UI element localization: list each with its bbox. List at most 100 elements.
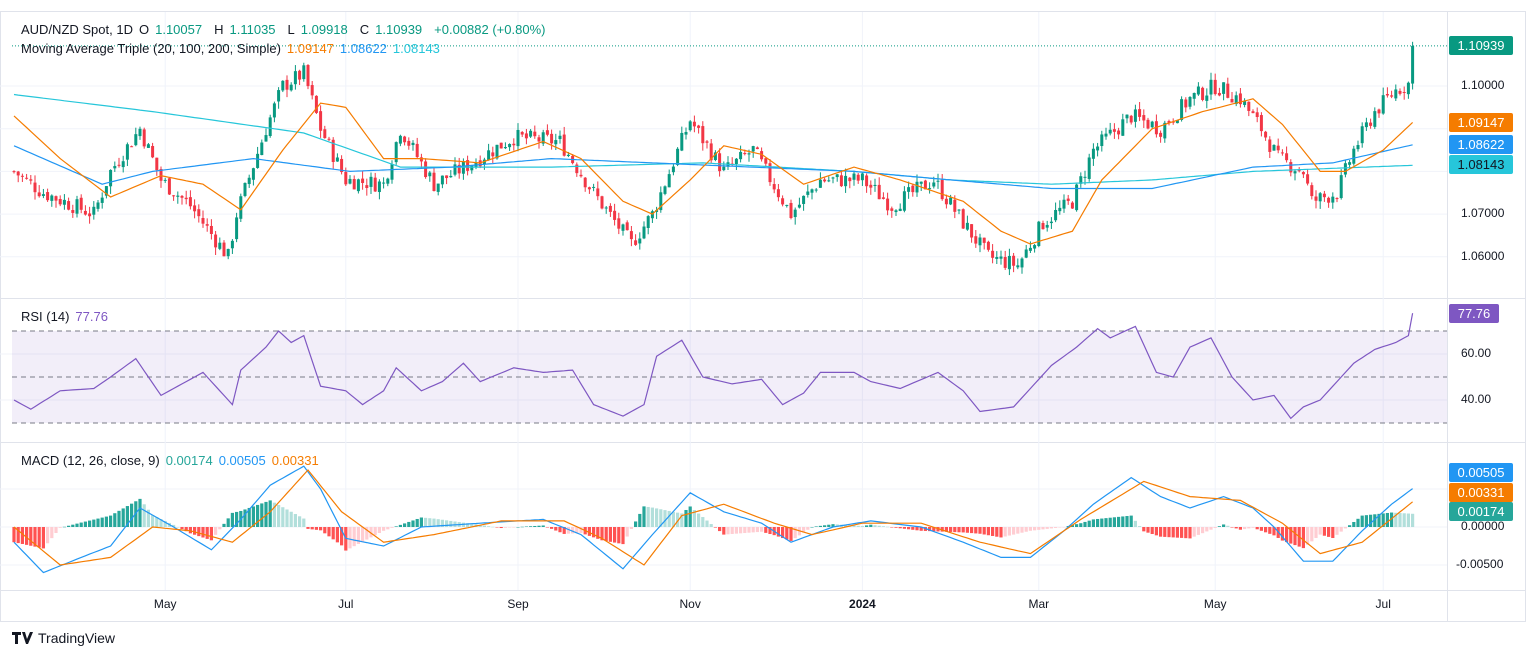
symbol-title[interactable]: AUD/NZD Spot, 1D bbox=[21, 22, 133, 37]
macd-histogram-bar bbox=[1012, 527, 1016, 535]
macd-histogram-bar bbox=[121, 508, 125, 527]
rsi-legend[interactable]: RSI (14) 77.76 bbox=[21, 309, 114, 324]
candle-body bbox=[1175, 120, 1179, 124]
macd-histogram-bar bbox=[205, 527, 209, 539]
macd-histogram-bar bbox=[1402, 513, 1406, 527]
close-label: C bbox=[359, 22, 370, 37]
symbol-legend: AUD/NZD Spot, 1D O 1.10057 H 1.11035 L 1.09918… bbox=[21, 22, 551, 37]
macd-histogram-bar bbox=[785, 527, 789, 540]
candle-body bbox=[579, 174, 583, 177]
candle-body bbox=[1100, 134, 1104, 147]
candle-body bbox=[1348, 162, 1352, 165]
candle-body bbox=[562, 134, 566, 156]
macd-histogram-bar bbox=[335, 527, 339, 543]
macd-histogram-bar bbox=[272, 502, 276, 527]
candle-body bbox=[915, 181, 919, 193]
candle-body bbox=[1024, 249, 1028, 258]
macd-histogram-bar bbox=[1272, 527, 1276, 536]
macd-histogram-bar bbox=[1167, 527, 1171, 538]
macd-histogram-bar bbox=[692, 509, 696, 527]
macd-histogram-bar bbox=[482, 525, 486, 527]
ma-legend[interactable]: Moving Average Triple (20, 100, 200, Sim… bbox=[21, 41, 446, 56]
macd-histogram-bar bbox=[823, 525, 827, 527]
macd-histogram-bar bbox=[319, 527, 323, 531]
macd-histogram-bar bbox=[1146, 527, 1150, 533]
macd-histogram-bar bbox=[151, 515, 155, 527]
macd-histogram-bar bbox=[524, 526, 528, 527]
candle-body bbox=[390, 164, 394, 180]
candle-body bbox=[1301, 172, 1305, 175]
macd-histogram-bar bbox=[218, 527, 222, 530]
candle-body bbox=[634, 240, 638, 245]
macd-histogram-bar bbox=[970, 527, 974, 534]
macd-histogram-bar bbox=[802, 527, 806, 533]
candle-body bbox=[529, 130, 533, 137]
macd-histogram-bar bbox=[776, 527, 780, 537]
macd-histogram-bar bbox=[176, 527, 180, 528]
candle-body bbox=[247, 177, 251, 185]
macd-histogram-bar bbox=[1083, 521, 1087, 527]
candle-body bbox=[289, 84, 293, 91]
ma-label: Moving Average Triple (20, 100, 200, Sim… bbox=[21, 41, 281, 56]
candle-body bbox=[382, 182, 386, 184]
candle-body bbox=[512, 143, 516, 146]
candle-body bbox=[625, 222, 629, 231]
macd-histogram-bar bbox=[382, 527, 386, 531]
candle-body bbox=[1096, 146, 1100, 151]
macd-histogram-bar bbox=[743, 527, 747, 534]
candle-body bbox=[222, 242, 226, 257]
macd-histogram-bar bbox=[1133, 520, 1137, 527]
candle-body bbox=[46, 192, 50, 201]
macd-histogram-bar bbox=[1306, 527, 1310, 545]
candle-body bbox=[676, 148, 680, 165]
candle-body bbox=[340, 158, 344, 173]
hist-tag: 0.00174 bbox=[1449, 502, 1513, 521]
macd-histogram-bar bbox=[1112, 517, 1116, 527]
macd-histogram-bar bbox=[142, 504, 146, 527]
macd-histogram-bar bbox=[1079, 523, 1083, 527]
candle-body bbox=[541, 132, 545, 144]
candle-body bbox=[806, 191, 810, 195]
macd-legend[interactable]: MACD (12, 26, close, 9) 0.00174 0.00505 0.0… bbox=[21, 453, 325, 468]
macd-tick: -0.00500 bbox=[1456, 557, 1504, 571]
macd-histogram-bar bbox=[75, 523, 79, 527]
macd-histogram-bar bbox=[394, 526, 398, 527]
candle-body bbox=[1360, 126, 1364, 144]
macd-histogram-bar bbox=[932, 527, 936, 532]
candle-body bbox=[760, 151, 764, 160]
candle-body bbox=[92, 206, 96, 215]
candle-body bbox=[856, 174, 860, 181]
candle-body bbox=[776, 189, 780, 198]
macd-histogram-bar bbox=[634, 521, 638, 527]
candle-body bbox=[29, 179, 33, 181]
candle-body bbox=[1037, 221, 1041, 246]
macd-histogram-bar bbox=[1091, 519, 1095, 527]
ma100-tag: 1.08622 bbox=[1449, 135, 1513, 154]
macd-histogram-bar bbox=[377, 527, 381, 533]
candle-body bbox=[264, 135, 268, 142]
candle-body bbox=[167, 178, 171, 195]
candle-body bbox=[1251, 111, 1255, 114]
macd-histogram-bar bbox=[88, 520, 92, 527]
macd-histogram-bar bbox=[730, 527, 734, 534]
macd-histogram-bar bbox=[1352, 522, 1356, 527]
macd-histogram-bar bbox=[398, 524, 402, 527]
macd-histogram-bar bbox=[306, 527, 310, 529]
candle-body bbox=[58, 198, 62, 205]
time-tick: Mar bbox=[1028, 597, 1050, 611]
candle-body bbox=[260, 142, 264, 156]
candle-body bbox=[1306, 174, 1310, 184]
candle-body bbox=[75, 199, 79, 214]
candle-body bbox=[566, 154, 570, 156]
macd-histogram-bar bbox=[667, 510, 671, 527]
macd-histogram-bar bbox=[1201, 527, 1205, 534]
candle-body bbox=[373, 177, 377, 192]
tradingview-logo[interactable]: TradingView bbox=[12, 630, 115, 646]
candle-body bbox=[394, 142, 398, 163]
candle-body bbox=[1310, 185, 1314, 197]
macd-histogram-bar bbox=[1285, 527, 1289, 543]
macd-histogram-bar bbox=[1264, 527, 1268, 533]
candle-body bbox=[411, 142, 415, 146]
candle-body bbox=[457, 164, 461, 174]
